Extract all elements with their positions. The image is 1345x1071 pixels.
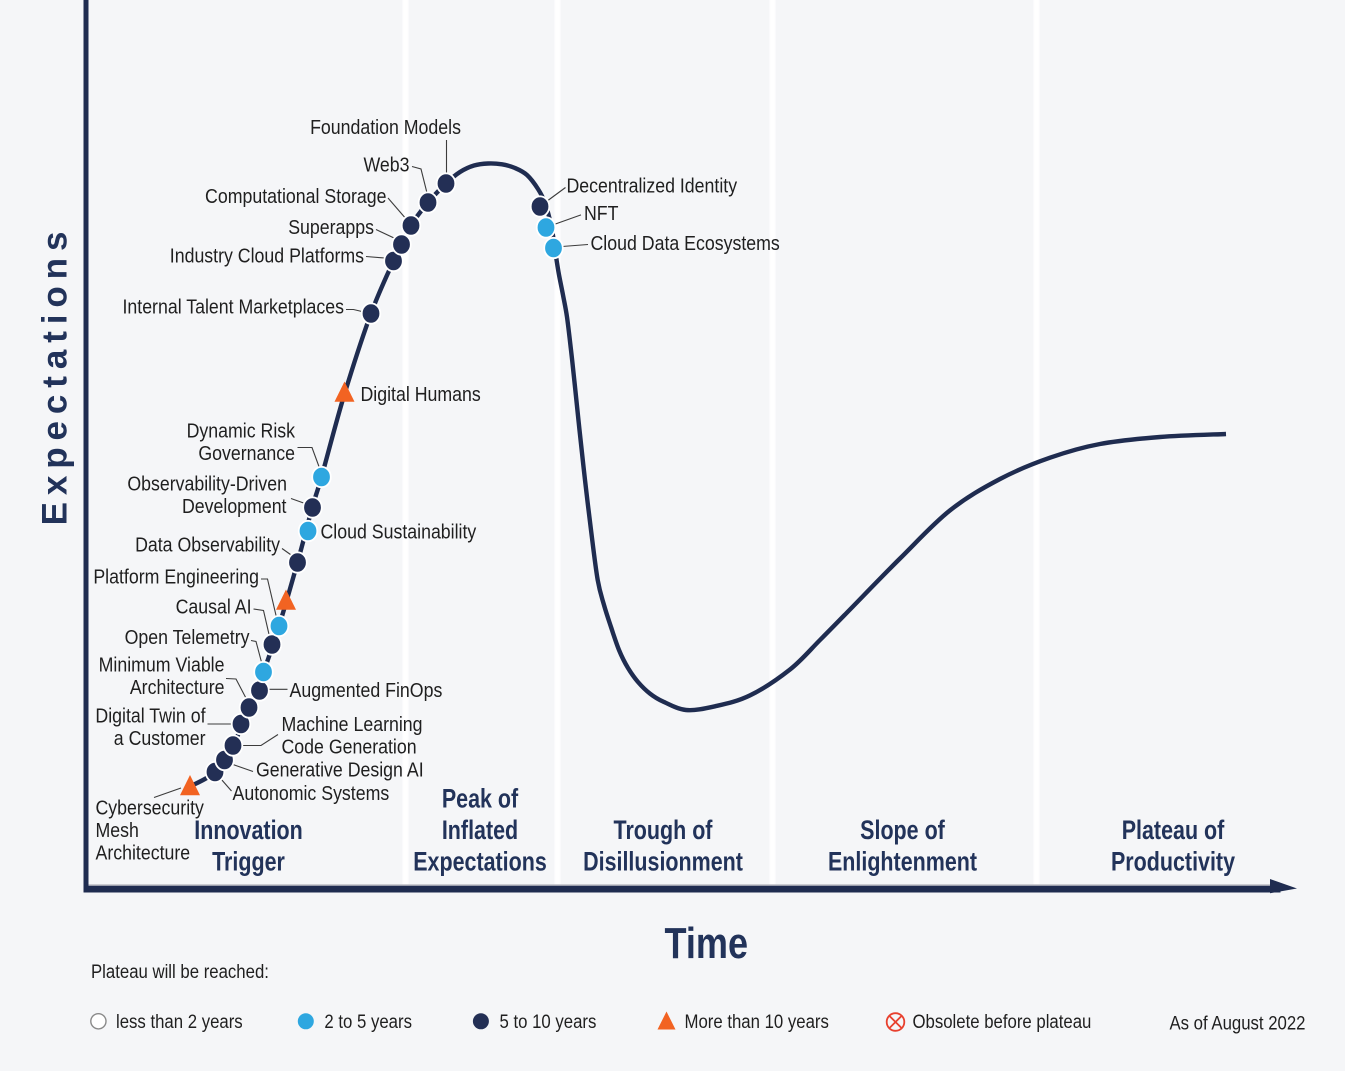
svg-text:NFT: NFT <box>584 203 619 225</box>
svg-text:Productivity: Productivity <box>1111 847 1236 877</box>
svg-text:Computational Storage: Computational Storage <box>205 186 386 208</box>
svg-text:Digital Humans: Digital Humans <box>361 384 481 406</box>
svg-text:Industry Cloud Platforms: Industry Cloud Platforms <box>170 245 364 267</box>
svg-text:a Customer: a Customer <box>114 728 206 750</box>
svg-text:Internal Talent Marketplaces: Internal Talent Marketplaces <box>122 296 344 318</box>
svg-text:Mesh: Mesh <box>96 820 139 842</box>
svg-text:Platform Engineering: Platform Engineering <box>93 566 259 588</box>
svg-text:Data Observability: Data Observability <box>135 534 280 556</box>
svg-text:Observability-Driven: Observability-Driven <box>127 473 287 495</box>
svg-text:Development: Development <box>182 496 287 518</box>
svg-text:Peak of: Peak of <box>442 784 519 814</box>
svg-text:Plateau will be reached:: Plateau will be reached: <box>91 961 269 982</box>
svg-text:2 to 5 years: 2 to 5 years <box>324 1011 412 1032</box>
svg-text:Slope of: Slope of <box>860 816 946 846</box>
svg-text:Minimum Viable: Minimum Viable <box>99 654 225 676</box>
svg-text:Generative Design AI: Generative Design AI <box>256 759 424 781</box>
svg-text:Causal AI: Causal AI <box>176 596 252 618</box>
svg-text:As of August 2022: As of August 2022 <box>1169 1012 1305 1033</box>
svg-text:5 to 10 years: 5 to 10 years <box>500 1011 597 1032</box>
svg-text:Trough of: Trough of <box>614 816 714 846</box>
svg-text:Time: Time <box>665 919 749 968</box>
svg-text:Foundation Models: Foundation Models <box>310 117 461 139</box>
svg-text:Cloud Data Ecosystems: Cloud Data Ecosystems <box>591 233 780 255</box>
svg-text:Expectations: Expectations <box>36 225 75 526</box>
svg-text:Machine Learning: Machine Learning <box>282 714 423 736</box>
svg-text:Digital Twin of: Digital Twin of <box>95 705 206 727</box>
svg-text:More than 10 years: More than 10 years <box>685 1011 829 1032</box>
svg-text:Inflated: Inflated <box>442 816 518 846</box>
svg-text:Expectations: Expectations <box>413 847 547 877</box>
svg-text:less than 2 years: less than 2 years <box>116 1011 243 1032</box>
svg-text:Governance: Governance <box>198 443 295 465</box>
svg-text:Open Telemetry: Open Telemetry <box>125 627 250 649</box>
svg-text:Autonomic Systems: Autonomic Systems <box>233 783 390 805</box>
svg-text:Dynamic Risk: Dynamic Risk <box>187 420 296 442</box>
svg-text:Enlightenment: Enlightenment <box>828 847 977 877</box>
svg-text:Code Generation: Code Generation <box>282 736 417 758</box>
svg-text:Augmented FinOps: Augmented FinOps <box>290 680 443 702</box>
svg-text:Plateau of: Plateau of <box>1122 816 1225 846</box>
svg-text:Disillusionment: Disillusionment <box>583 847 743 877</box>
svg-text:Architecture: Architecture <box>96 842 191 864</box>
svg-text:Superapps: Superapps <box>288 217 374 239</box>
svg-text:Decentralized Identity: Decentralized Identity <box>567 175 738 197</box>
svg-text:Innovation: Innovation <box>194 816 302 846</box>
svg-text:Architecture: Architecture <box>130 677 225 699</box>
svg-text:Cloud Sustainability: Cloud Sustainability <box>321 521 477 543</box>
svg-text:Obsolete before plateau: Obsolete before plateau <box>913 1011 1092 1032</box>
svg-text:Web3: Web3 <box>363 154 409 176</box>
svg-text:Trigger: Trigger <box>212 847 285 877</box>
svg-text:Cybersecurity: Cybersecurity <box>96 797 205 819</box>
